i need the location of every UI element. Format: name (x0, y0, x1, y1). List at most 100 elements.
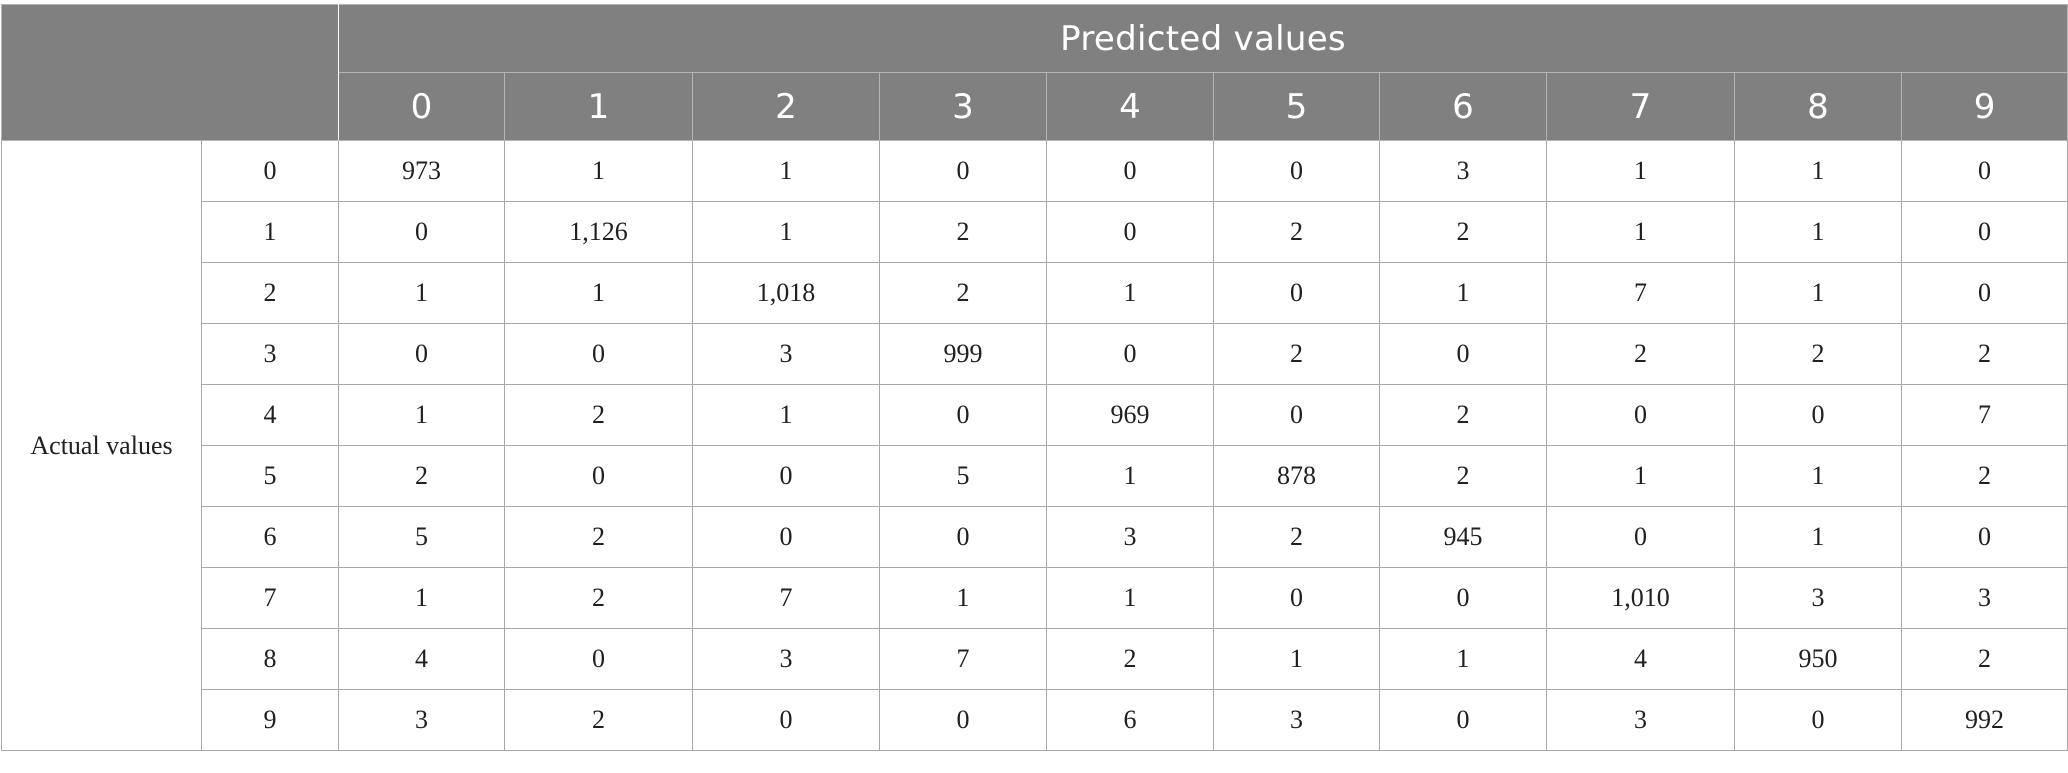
table-cell: 2 (1900, 323, 2068, 385)
table-cell: 0 (692, 689, 880, 751)
column-header: 4 (1046, 72, 1214, 141)
table-cell: 1,018 (692, 262, 880, 324)
table-cell: 1 (1379, 628, 1547, 690)
row-header: 4 (201, 384, 339, 446)
table-cell: 2 (1379, 201, 1547, 263)
table-row: Actual values 0 973 1 1 0 0 0 3 1 1 0 (1, 140, 2068, 751)
table-cell: 3 (1734, 567, 1902, 629)
table-cell: 0 (879, 140, 1047, 202)
column-header: 9 (1900, 72, 2068, 141)
table-cell: 1,126 (504, 201, 693, 263)
table-cell: 5 (879, 445, 1047, 507)
table-cell: 0 (1546, 506, 1735, 568)
table-cell: 2 (338, 445, 505, 507)
table-cell: 0 (1213, 262, 1380, 324)
table-cell: 1 (338, 262, 505, 324)
table-cell: 3 (1379, 140, 1547, 202)
table-cell: 1 (1046, 567, 1214, 629)
table-cell: 2 (1213, 506, 1380, 568)
table-cell: 1 (1046, 445, 1214, 507)
table-row: 1 0 1,126 1 2 0 2 2 1 1 0 (2, 201, 2068, 263)
table-cell: 2 (504, 384, 693, 446)
table-cell: 2 (1379, 384, 1547, 446)
table-cell: 2 (504, 689, 693, 751)
table-cell: 0 (338, 201, 505, 263)
table-cell: 945 (1379, 506, 1547, 568)
table-cell: 1 (1213, 628, 1380, 690)
header-group-row: Predicted values (1, 4, 2068, 141)
column-header: 7 (1546, 72, 1735, 141)
table-cell: 2 (879, 262, 1047, 324)
table-cell: 2 (1900, 445, 2068, 507)
table-cell: 1 (1546, 445, 1735, 507)
row-header: 2 (201, 262, 339, 324)
table-cell: 2 (1213, 323, 1380, 385)
table-cell: 0 (1046, 201, 1214, 263)
table-cell: 2 (504, 506, 693, 568)
table-cell: 2 (504, 567, 693, 629)
table-cell: 1,010 (1546, 567, 1735, 629)
table-cell: 0 (1213, 384, 1380, 446)
table-cell: 1 (1734, 140, 1902, 202)
table-row: 7 1 2 7 1 1 0 0 1,010 3 3 (2, 567, 2068, 629)
column-header: 3 (879, 72, 1047, 141)
table-cell: 2 (1546, 323, 1735, 385)
table-cell: 3 (1213, 689, 1380, 751)
table-cell: 5 (338, 506, 505, 568)
table-cell: 0 (1900, 201, 2068, 263)
row-header: 9 (201, 689, 339, 751)
table-cell: 1 (504, 262, 693, 324)
table-cell: 0 (1046, 140, 1214, 202)
column-header: 8 (1734, 72, 1902, 141)
table-cell: 992 (1900, 689, 2068, 751)
header-column-row: 0 1 2 3 4 5 6 7 8 9 (2, 72, 2068, 141)
table-cell: 1 (1734, 506, 1902, 568)
column-header: 5 (1213, 72, 1380, 141)
table-cell: 950 (1734, 628, 1902, 690)
table-cell: 7 (1546, 262, 1735, 324)
table-cell: 0 (1379, 323, 1547, 385)
table-cell: 6 (1046, 689, 1214, 751)
table-cell: 3 (692, 323, 880, 385)
table-cell: 1 (1734, 262, 1902, 324)
table-cell: 1 (338, 567, 505, 629)
table-cell: 0 (1734, 384, 1902, 446)
table-cell: 0 (1213, 140, 1380, 202)
table-row: 6 5 2 0 0 3 2 945 0 1 0 (2, 506, 2068, 568)
table-cell: 3 (692, 628, 880, 690)
table-row: 9 3 2 0 0 6 3 0 3 0 992 (2, 689, 2068, 751)
table-cell: 7 (692, 567, 880, 629)
column-header: 0 (338, 72, 505, 141)
column-header: 1 (504, 72, 693, 141)
table-cell: 1 (338, 384, 505, 446)
table-cell: 2 (1379, 445, 1547, 507)
header-corner-cell (1, 4, 339, 141)
table-cell: 2 (1900, 628, 2068, 690)
table-cell: 1 (692, 384, 880, 446)
table-cell: 3 (1046, 506, 1214, 568)
table-header: Predicted values 0 1 2 3 4 5 6 7 8 9 (1, 4, 2068, 141)
table-cell: 7 (879, 628, 1047, 690)
table-cell: 0 (1900, 506, 2068, 568)
table-cell: 0 (338, 323, 505, 385)
table-cell: 0 (504, 323, 693, 385)
row-header: 7 (201, 567, 339, 629)
confusion-matrix-table: Predicted values 0 1 2 3 4 5 6 7 8 9 Act… (1, 4, 2068, 751)
column-header: 6 (1379, 72, 1547, 141)
table-row: 4 1 2 1 0 969 0 2 0 0 7 (2, 384, 2068, 446)
table-cell: 0 (504, 628, 693, 690)
table-cell: 969 (1046, 384, 1214, 446)
column-header: 2 (692, 72, 880, 141)
column-group-header: Predicted values (337, 4, 2068, 73)
table-cell: 2 (1213, 201, 1380, 263)
table-cell: 1 (1734, 445, 1902, 507)
table-cell: 0 (879, 384, 1047, 446)
table-cell: 1 (1546, 140, 1735, 202)
table-cell: 1 (1046, 262, 1214, 324)
table-row: 3 0 0 3 999 0 2 0 2 2 2 (2, 323, 2068, 385)
row-header: 0 (201, 140, 339, 202)
table-cell: 1 (879, 567, 1047, 629)
table-cell: 0 (692, 506, 880, 568)
table-cell: 0 (692, 445, 880, 507)
